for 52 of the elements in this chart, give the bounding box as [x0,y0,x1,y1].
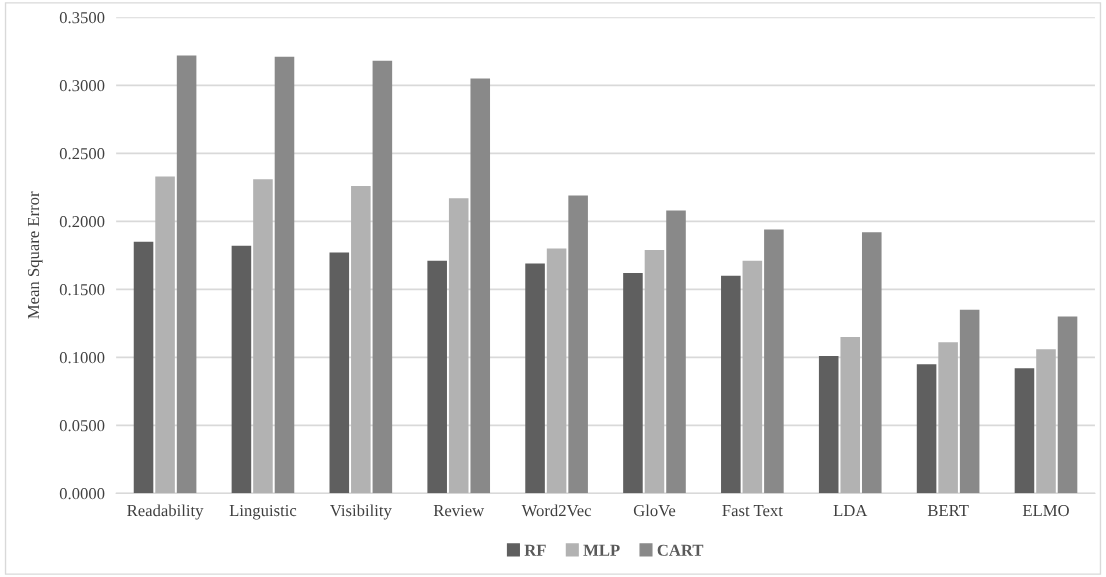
bar [1057,316,1078,494]
bar [546,248,567,494]
bar [274,56,295,494]
bar [666,210,686,494]
x-tick-label: Word2Vec [521,504,592,517]
bar [742,260,763,494]
bar [231,245,252,494]
bar [253,179,273,494]
bar [470,78,491,494]
x-tick-label: Review [433,504,485,517]
bar [764,229,784,494]
y-tick-label: 0.0000 [59,488,105,500]
bar [133,241,154,494]
y-tick-label: 0.1500 [59,284,105,296]
bar [351,185,371,494]
bar [938,342,958,494]
bar [155,176,175,494]
bar [372,60,393,494]
bar [329,252,350,494]
bar [568,195,588,494]
x-tick-label: LDA [833,505,868,517]
y-tick-label: 0.3500 [59,12,105,24]
bar [916,364,937,494]
bar [644,249,665,494]
x-tick-label: GloVe [633,504,676,517]
bar [525,263,545,494]
x-tick-label: Linguistic [229,504,297,520]
y-axis-title: Mean Square Error [27,191,43,319]
bar [1014,368,1035,494]
legend-label: RF [524,544,546,556]
bar [721,275,741,494]
bar [1036,349,1056,494]
bar [818,355,839,494]
y-tick-label: 0.0500 [59,420,105,432]
bar [959,309,980,494]
y-tick-label: 0.3000 [59,80,105,92]
bar [623,273,643,494]
x-tick-label: Fast Text [722,505,783,517]
bar [427,260,447,494]
bar [861,232,882,494]
bar [840,336,861,494]
x-tick-label: BERT [927,505,969,517]
legend-label: MLP [583,544,620,556]
legend-label: CART [657,544,704,556]
x-tick-label: ELMO [1022,504,1069,517]
y-tick-label: 0.1000 [59,352,105,364]
x-tick-label: Readability [127,504,204,520]
y-tick-label: 0.2500 [59,148,105,160]
bar [448,198,469,494]
y-tick-label: 0.2000 [59,216,105,228]
bar [176,55,197,494]
x-tick-label: Visibility [330,504,392,520]
